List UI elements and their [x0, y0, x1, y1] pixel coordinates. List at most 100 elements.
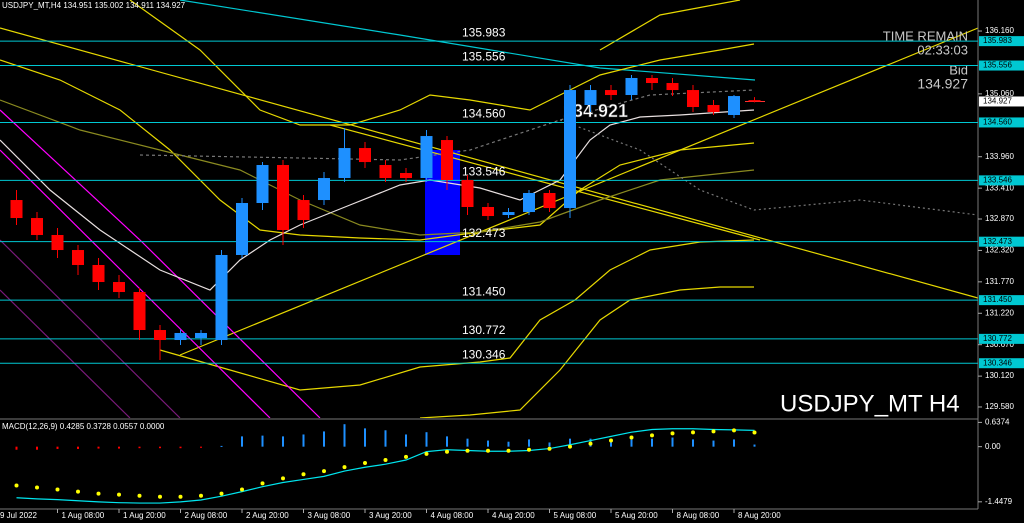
macd-bar	[753, 444, 756, 447]
signal-dot	[568, 444, 572, 449]
macd-bar	[671, 437, 674, 447]
macd-bar	[384, 430, 387, 447]
signal-dot	[711, 429, 716, 434]
candle-body	[154, 330, 166, 341]
macd-bar	[466, 438, 469, 447]
signal-dot	[609, 438, 613, 443]
candle-body	[420, 136, 433, 179]
macd-bar	[241, 436, 243, 447]
x-tick-label: 2 Aug 08:00	[185, 511, 228, 520]
candle-body	[625, 77, 638, 96]
macd-bar	[548, 442, 551, 447]
level-box-label: 133.546	[983, 175, 1012, 184]
channel-line	[0, 149, 271, 418]
band-upper	[129, 0, 755, 126]
signal-dot	[137, 493, 142, 498]
channel-line	[0, 239, 181, 418]
level-label: 131.450	[462, 284, 506, 298]
macd-bar	[220, 445, 223, 447]
bid-label: Bid	[949, 62, 968, 77]
candle-body	[72, 250, 84, 265]
signal-dot	[670, 431, 675, 436]
candle-body	[441, 140, 453, 181]
macd-bar	[507, 441, 510, 447]
y-tick-label: 132.320	[985, 246, 1014, 255]
x-tick-label: 1 Aug 20:00	[123, 511, 166, 520]
y-tick-label: 0.6374	[985, 417, 1010, 426]
signal-dot	[527, 447, 531, 452]
candle-body	[400, 173, 412, 179]
x-tick-label: 5 Aug 08:00	[554, 511, 597, 520]
x-tick-label: 4 Aug 08:00	[431, 511, 474, 520]
x-tick-label: 1 Aug 08:00	[62, 511, 105, 520]
macd-bar	[159, 446, 161, 449]
level-label: 132.473	[462, 226, 506, 240]
y-tick-label: 131.770	[985, 277, 1014, 286]
candle-body	[318, 178, 330, 201]
y-tick-label: 133.410	[985, 183, 1014, 192]
level-box-label: 131.450	[983, 295, 1012, 304]
level-label: 130.772	[462, 323, 506, 337]
candle-body	[195, 332, 207, 339]
y-tick-label: -1.4479	[985, 497, 1013, 506]
candle-body	[687, 90, 699, 108]
x-tick-label: 8 Aug 08:00	[677, 511, 720, 520]
signal-dot	[158, 494, 162, 499]
signal-dot	[588, 441, 593, 446]
x-tick-label: 8 Aug 20:00	[738, 511, 781, 520]
level-box	[979, 236, 1024, 247]
signal-dot	[260, 481, 265, 486]
macd-bar	[282, 436, 284, 447]
y-tick-label: 131.220	[985, 308, 1014, 317]
candle-body	[379, 165, 392, 179]
macd-bar	[97, 446, 100, 449]
level-box-label: 135.983	[983, 36, 1012, 45]
signal-dot	[199, 493, 203, 498]
level-label: 130.346	[462, 347, 506, 361]
moving-average	[0, 109, 755, 291]
time-remain: 02:33:03	[917, 42, 968, 57]
y-tick-label: 129.580	[985, 402, 1014, 411]
macd-bar	[200, 446, 202, 448]
macd-bar	[302, 434, 305, 447]
candle-body	[174, 332, 187, 341]
macd-line	[16, 428, 755, 504]
candle-body	[728, 96, 740, 116]
candle-body	[113, 282, 125, 293]
candle-body	[51, 234, 64, 251]
cloud-edge	[559, 119, 978, 216]
candle-body	[707, 105, 720, 113]
cloud-edge	[139, 89, 755, 161]
channel-line	[0, 289, 131, 418]
candle-body	[523, 193, 535, 213]
level-label: 135.556	[462, 50, 506, 64]
candle-body	[646, 77, 658, 84]
macd-bar	[405, 434, 407, 447]
y-tick-label: 135.060	[985, 89, 1014, 98]
macd-bar	[138, 446, 141, 449]
y-tick-label: 130.120	[985, 371, 1014, 380]
level-box	[979, 36, 1024, 47]
signal-dot	[547, 446, 552, 451]
macd-bar	[179, 446, 182, 449]
y-tick-label: 132.870	[985, 214, 1014, 223]
level-box-label: 132.473	[983, 237, 1012, 246]
signal-dot	[465, 448, 470, 453]
candle-body	[236, 203, 248, 255]
level-box-label: 130.346	[983, 358, 1012, 367]
x-tick-label: 3 Aug 20:00	[369, 511, 412, 520]
level-box	[979, 60, 1024, 71]
x-tick-label: 9 Jul 2022	[0, 511, 37, 520]
signal-dot	[281, 476, 285, 481]
signal-dot	[55, 487, 60, 492]
candle-body	[359, 148, 371, 163]
candle-body	[748, 100, 761, 102]
x-tick-label: 4 Aug 20:00	[492, 511, 535, 520]
signal-dot	[486, 448, 490, 453]
candle-body	[31, 218, 43, 235]
time-remain-label: TIME REMAIN	[883, 28, 968, 43]
level-label: 133.546	[462, 165, 506, 179]
macd-bar	[261, 435, 264, 447]
band-lower	[159, 239, 755, 391]
